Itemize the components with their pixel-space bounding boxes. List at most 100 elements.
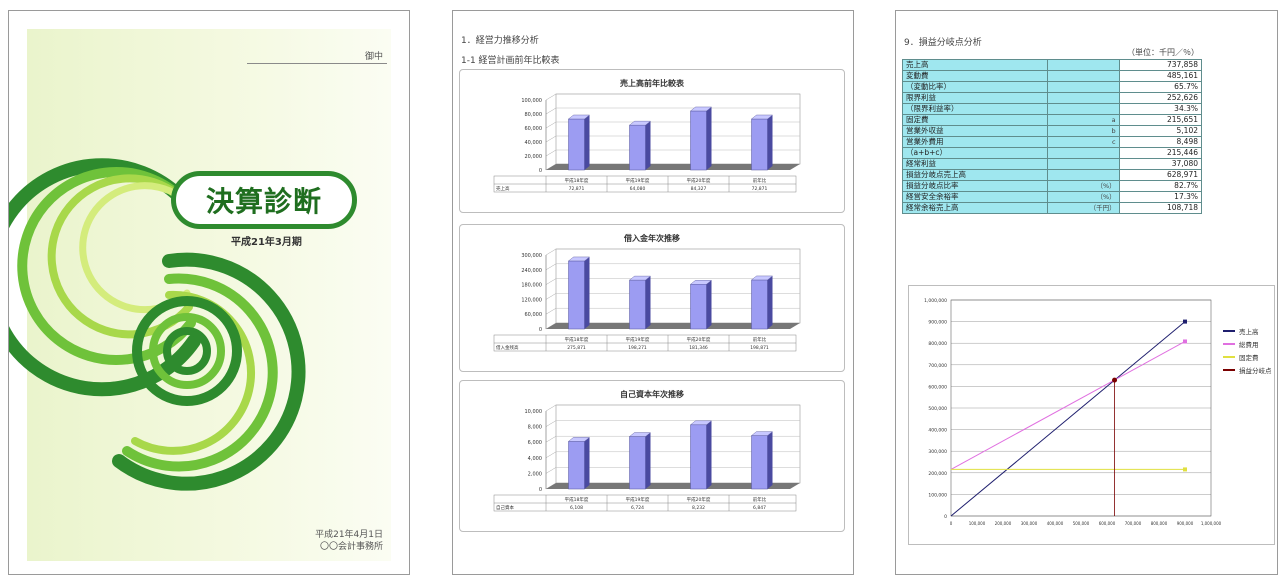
x-tick-label: 1,000,000 [1201,521,1222,526]
bar-top [689,280,713,285]
series-marker [1183,319,1187,324]
row-value: 628,971 [1118,169,1203,181]
row-mark: （千円） [1047,202,1120,214]
bar-side [706,106,712,170]
y-tick-label: 40,000 [525,140,543,146]
row-mark [1047,81,1120,93]
y-tick-label: 80,000 [525,112,543,118]
cover-background [27,29,391,561]
gridline [545,248,557,256]
s-logo-graphic [9,158,306,491]
document-subtitle: 平成21年3月期 [231,237,302,248]
gridline [545,451,557,459]
bar-top [750,114,774,120]
x-tick-label: 平成20年度 [687,496,711,503]
x-tick-label: 前年比 [753,177,767,184]
gridline [545,121,557,129]
bar-side [767,431,773,489]
y-tick-label: 100,000 [928,492,947,498]
row-value: 37,080 [1118,158,1203,170]
bar-top [567,114,591,120]
y-tick-label: 4,000 [528,456,542,462]
row-value: 34.3% [1118,103,1203,115]
x-tick-label: 900,000 [1177,521,1194,526]
x-tick-label: 500,000 [1073,521,1090,526]
table-row-label: 借入金残高 [496,344,519,351]
y-tick-label: 100,000 [521,98,542,104]
row-mark: a [1047,114,1120,126]
data-label: 198,271 [628,345,647,351]
legend-item: 総費用 [1223,337,1272,350]
bar-top [689,420,713,425]
table-row: 営業外収益 b 5,102 [901,125,1203,137]
x-tick-label: 平成19年度 [626,177,650,184]
bar [690,424,707,490]
data-label: 8,232 [692,505,705,511]
row-mark [1047,103,1120,115]
row-label: 経常余裕売上高 [901,202,1049,214]
data-label: 6,724 [631,505,644,511]
bar-side [584,256,590,329]
bar-top [567,256,591,262]
y-tick-label: 180,000 [521,283,542,289]
y-tick-label: 60,000 [525,126,543,132]
row-label: 損益分岐点売上高 [901,169,1049,181]
row-label: （a+b+c） [901,147,1049,159]
y-tick-label: 200,000 [928,471,947,477]
row-value: 82.7% [1118,180,1203,192]
bar [751,435,768,490]
footer-date: 平成21年4月1日 [315,530,383,540]
y-tick-label: 300,000 [521,253,542,259]
break-even-page[interactable]: 9．損益分岐点分析 （単位：千円／％） 売上高 737,858 変動費 485,161… [895,10,1278,575]
title-badge: 決算診断 [171,171,357,229]
bar-top [750,431,774,436]
row-label: 経営安全余裕率 [901,191,1049,203]
row-label: （変動比率） [901,81,1049,93]
row-value: 215,446 [1118,147,1203,159]
y-tick-label: 0 [539,487,542,493]
plot-frame [950,299,1212,517]
trend-analysis-page[interactable]: 1．経営力推移分析 1-1 経営計画前年比較表 売上高前年比較表 0 20,000… [452,10,854,575]
x-tick-label: 200,000 [995,521,1012,526]
unit-label: （単位：千円／％） [1127,48,1199,57]
bar [568,260,585,330]
row-value: 65.7% [1118,81,1203,93]
series-line [950,321,1186,517]
row-mark: （%） [1047,191,1120,203]
x-tick-label: 平成18年度 [565,496,589,503]
y-tick-label: 1,000,000 [924,298,947,304]
bar-side [645,121,651,170]
row-mark: c [1047,136,1120,148]
gridline [545,293,557,300]
bar-side [584,114,590,170]
chart-title: 借入金年次推移 [624,234,680,243]
bar-chart-equity: 0 2,000 4,000 6,000 8,000 10,000 自己資本 平成18年度 6,1… [493,404,801,512]
row-label: 変動費 [901,70,1049,82]
row-value: 8,498 [1118,136,1203,148]
bar [751,118,768,171]
x-tick-label: 前年比 [753,336,767,343]
bar-top [750,275,774,281]
row-mark [1047,70,1120,82]
row-value: 108,718 [1118,202,1203,214]
table-row: （変動比率） 65.7% [901,81,1203,93]
gridline [545,263,557,271]
row-label: 限界利益 [901,92,1049,104]
y-tick-label: 60,000 [525,312,543,318]
table-row: 営業外費用 c 8,498 [901,136,1203,148]
row-value: 215,651 [1118,114,1203,126]
row-label: 営業外費用 [901,136,1049,148]
y-tick-label: 6,000 [528,440,542,446]
bar-side [645,432,651,489]
cover-page[interactable]: 御中 決算診断 平成21年3月期 〇〇会計事務所 平成21年4月1日 [8,10,410,575]
row-mark: （%） [1047,180,1120,192]
table-row: 損益分岐点売上高 628,971 [901,169,1203,181]
break-even-chart: 00 100,000 100,000 200,000 200,000 300,000 300… [924,298,1222,526]
row-label: 経常利益 [901,158,1049,170]
bar [629,124,646,171]
row-value: 737,858 [1118,59,1203,71]
x-tick-label: 0 [950,521,953,526]
row-label: 営業外収益 [901,125,1049,137]
chart-legend: 売上高 総費用 固定費 損益分岐点 [1223,324,1272,376]
x-tick-label: 平成18年度 [565,336,589,343]
